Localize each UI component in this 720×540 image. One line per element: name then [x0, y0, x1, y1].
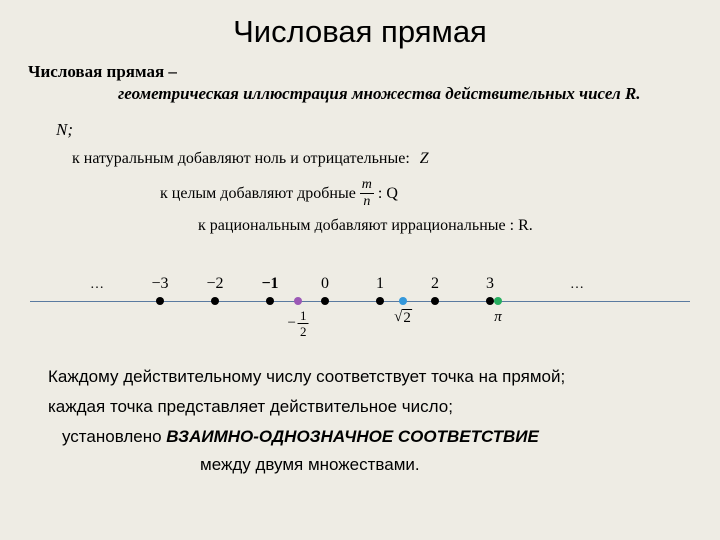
q-fraction: m n [360, 178, 374, 209]
definition-head: Числовая прямая – [28, 62, 720, 82]
point-extra [494, 297, 502, 305]
z-symbol: Z [420, 150, 429, 167]
point-label: 1 [376, 275, 384, 293]
point-int [431, 297, 439, 305]
below-label: √2 [394, 309, 412, 327]
point-int [321, 297, 329, 305]
z-text: к натуральным добавляют ноль и отрицател… [72, 150, 410, 167]
q-frac-den: n [363, 194, 370, 209]
number-line: … … −3 −2 −1 0 1 2 3 −12 √2 π [30, 261, 690, 351]
q-tail: : Q [378, 185, 398, 203]
below-label: −12 [288, 309, 309, 338]
paragraph-1: Каждому действительному числу соответств… [48, 367, 720, 387]
paragraph-3: установлено ВЗАИМНО-ОДНОЗНАЧНОЕ СООТВЕТС… [62, 427, 720, 447]
point-int [486, 297, 494, 305]
paragraph-2: каждая точка представляет действительное… [48, 397, 720, 417]
point-int [211, 297, 219, 305]
set-r-line: к рациональным добавляют иррациональные … [198, 217, 720, 235]
definition-body: геометрическая иллюстрация множества дей… [118, 84, 720, 104]
ellipsis-left: … [90, 277, 104, 293]
point-label: −2 [206, 275, 223, 293]
ellipsis-right: … [570, 277, 584, 293]
q-text: к целым добавляют дробные [160, 185, 356, 203]
point-label: 0 [321, 275, 329, 293]
point-label: −1 [261, 275, 278, 293]
paragraph-3b: между двумя множествами. [200, 455, 720, 475]
point-extra [399, 297, 407, 305]
definition-block: Числовая прямая – геометрическая иллюстр… [28, 62, 720, 104]
point-int [376, 297, 384, 305]
point-label: 3 [486, 275, 494, 293]
axis-line [30, 301, 690, 302]
point-int [156, 297, 164, 305]
point-extra [294, 297, 302, 305]
below-label: π [494, 309, 502, 326]
p3-prefix: установлено [62, 427, 166, 446]
p3-emphasis: ВЗАИМНО-ОДНОЗНАЧНОЕ СООТВЕТСТВИЕ [166, 427, 539, 446]
set-z-line: к натуральным добавляют ноль и отрицател… [72, 150, 720, 168]
point-label: 2 [431, 275, 439, 293]
point-int [266, 297, 274, 305]
set-n-line: N; [56, 120, 720, 140]
page-title: Числовая прямая [0, 0, 720, 50]
point-label: −3 [151, 275, 168, 293]
set-q-line: к целым добавляют дробные m n : Q [160, 178, 720, 209]
q-frac-num: m [360, 178, 374, 194]
